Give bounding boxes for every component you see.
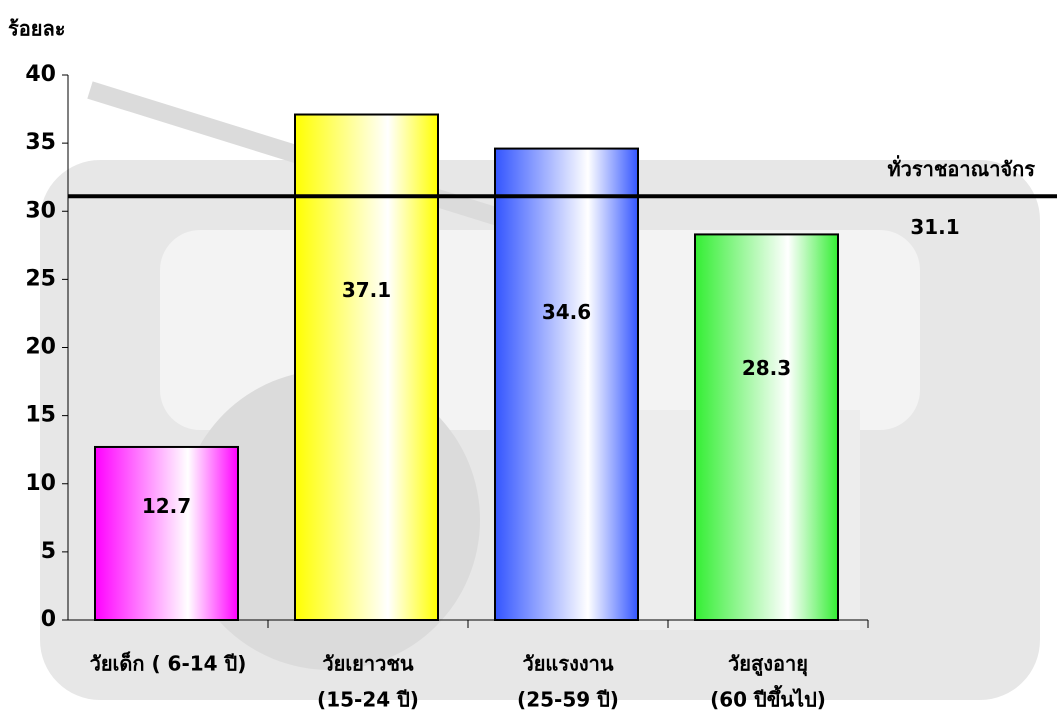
bar [94,445,239,621]
value-label: 37.1 [342,278,391,302]
y-tick-label: 20 [25,335,56,360]
x-tick-label: (60 ปีขึ้นไป) [710,685,826,712]
y-tick-label: 40 [25,62,56,87]
y-tick-label: 30 [25,198,56,223]
x-tick-label: วัยสูงอายุ [728,652,808,678]
y-tick-label: 0 [41,607,56,632]
reference-value: 31.1 [910,215,959,239]
x-tick-label: (25-59 ปี) [517,688,619,712]
x-tick-label: วัยเด็ก ( 6-14 ปี) [90,651,247,676]
reference-label: ทั่วราชอาณาจักร [887,154,1035,181]
y-tick-label: 35 [25,130,56,155]
bar [294,113,439,621]
x-tick-label: วัยเยาวชน [322,652,414,676]
x-tick-label: (15-24 ปี) [317,688,419,712]
bar [694,233,839,621]
x-tick-label: วัยแรงงาน [522,652,613,676]
y-tick-label: 10 [25,471,56,496]
bar [494,147,639,621]
y-tick-label: 15 [25,403,56,428]
y-tick-label: 5 [41,539,56,564]
value-label: 28.3 [742,356,791,380]
value-label: 12.7 [142,494,191,518]
y-axis-label: ร้อยละ [8,17,65,41]
y-tick-label: 25 [25,266,56,291]
value-label: 34.6 [542,300,591,324]
